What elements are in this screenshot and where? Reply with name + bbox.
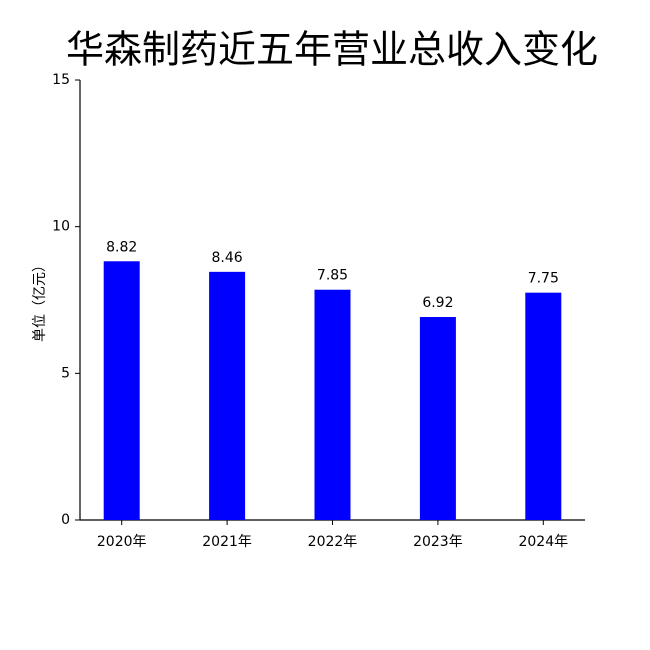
y-tick-label: 5 <box>61 365 70 381</box>
data-label: 7.85 <box>317 268 348 284</box>
bar <box>209 271 246 520</box>
x-tick-label: 2022年 <box>308 534 358 550</box>
data-label: 6.92 <box>422 295 453 311</box>
y-axis-label: 单位（亿元） <box>32 258 48 342</box>
x-tick-label: 2020年 <box>97 534 147 550</box>
data-label: 7.75 <box>528 271 559 287</box>
data-label: 8.82 <box>106 239 137 255</box>
bar <box>314 289 351 520</box>
y-tick-label: 15 <box>52 72 70 88</box>
bar <box>525 292 562 520</box>
data-label: 8.46 <box>212 250 243 266</box>
x-tick-label: 2023年 <box>413 534 463 550</box>
chart-title: 华森制药近五年营业总收入变化 <box>66 28 598 72</box>
bar <box>103 261 140 520</box>
y-tick-label: 0 <box>61 512 70 528</box>
y-tick-label: 10 <box>52 219 70 235</box>
bar <box>419 317 456 520</box>
x-tick-label: 2024年 <box>518 534 568 550</box>
x-tick-label: 2021年 <box>202 534 252 550</box>
